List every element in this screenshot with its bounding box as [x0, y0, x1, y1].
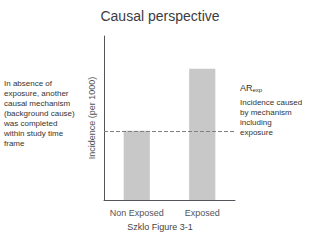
svg-text:exposure: exposure — [240, 128, 273, 137]
svg-text:Causal perspective: Causal perspective — [100, 8, 219, 24]
svg-text:In absence of: In absence of — [4, 79, 53, 88]
svg-text:by mechanism: by mechanism — [240, 108, 292, 117]
svg-text:exposure, another: exposure, another — [4, 89, 69, 98]
svg-text:within study time: within study time — [3, 129, 64, 138]
svg-text:Incidence (per 1000): Incidence (per 1000) — [87, 77, 97, 160]
svg-text:causal mechanism: causal mechanism — [4, 99, 71, 108]
svg-text:Incidence caused: Incidence caused — [240, 98, 302, 107]
svg-text:AR: AR — [240, 83, 253, 93]
svg-text:exp: exp — [253, 87, 263, 93]
svg-text:including: including — [240, 118, 272, 127]
svg-text:Non Exposed: Non Exposed — [110, 208, 164, 218]
svg-text:frame: frame — [4, 139, 25, 148]
svg-text:was completed: was completed — [3, 119, 57, 128]
svg-text:(background cause): (background cause) — [4, 109, 75, 118]
svg-text:Exposed: Exposed — [185, 208, 220, 218]
svg-text:Szklo Figure 3-1: Szklo Figure 3-1 — [127, 222, 193, 232]
